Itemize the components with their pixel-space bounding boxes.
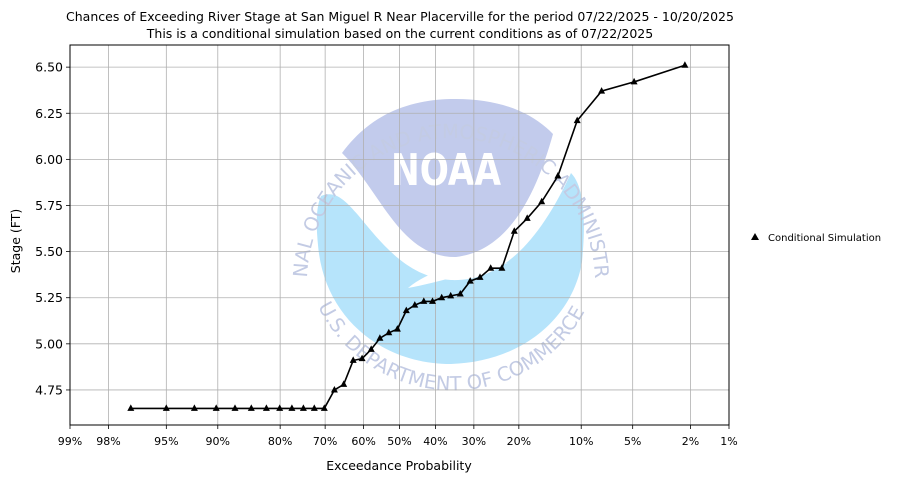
y-axis-label: Stage (FT) — [8, 209, 23, 273]
data-point-marker — [681, 61, 689, 68]
x-tick-label: 30% — [462, 435, 486, 448]
x-tick-label: 10% — [569, 435, 593, 448]
data-point-marker — [340, 380, 348, 387]
data-point-marker — [385, 328, 393, 336]
data-point-marker — [402, 306, 410, 314]
y-tick-label: 4.75 — [35, 382, 63, 397]
x-tick-label: 99% — [58, 435, 82, 448]
y-tick-label: 6.00 — [35, 152, 63, 167]
y-axis-ticks: 4.75 5.00 5.25 5.50 5.75 6.00 6.25 6.50 — [35, 60, 70, 397]
noaa-logo-text: NOAA — [391, 145, 501, 196]
data-point-marker — [523, 214, 531, 221]
data-point-marker — [538, 197, 546, 205]
data-point-marker — [630, 77, 638, 85]
data-point-marker — [476, 273, 484, 280]
x-axis-ticks: 99% 98% 95% 90% 80% 70% 60% 50% 40% 30% 20% 10% 5% 2%… — [58, 425, 738, 448]
noaa-ring-text-top: NATIONAL OCEANIC AND ATMOSPHERIC ADMINIS… — [0, 0, 613, 278]
x-tick-label: 90% — [206, 435, 230, 448]
data-point-marker — [190, 404, 198, 411]
data-point-marker — [466, 277, 474, 284]
noaa-logo-watermark: NOAA NATIONAL OCEANIC AND ATMOSPHERIC AD… — [0, 0, 613, 396]
y-tick-label: 5.00 — [35, 336, 63, 351]
data-point-marker — [487, 264, 495, 271]
data-point-marker — [288, 404, 296, 411]
x-tick-label: 2% — [682, 435, 699, 448]
data-point-marker — [320, 404, 328, 411]
data-point-marker — [598, 87, 606, 94]
x-tick-label: 1% — [720, 435, 737, 448]
y-tick-label: 6.50 — [35, 60, 63, 75]
noaa-wave-shape — [316, 173, 584, 364]
data-point-marker — [393, 325, 401, 332]
chart-title: Chances of Exceeding River Stage at San … — [66, 9, 734, 24]
x-tick-label: 98% — [96, 435, 120, 448]
data-point-marker — [554, 172, 562, 179]
data-point-marker — [358, 354, 366, 362]
data-point-marker — [310, 404, 318, 411]
legend-marker-triangle — [751, 233, 759, 240]
legend: Conditional Simulation — [751, 233, 881, 244]
x-tick-label: 70% — [313, 435, 337, 448]
data-point-marker — [447, 291, 455, 299]
x-tick-label: 5% — [624, 435, 641, 448]
data-point-marker — [127, 404, 135, 411]
data-point-marker — [367, 345, 375, 352]
data-point-marker — [429, 297, 436, 304]
data-point-marker — [212, 404, 220, 411]
data-point-marker — [376, 334, 384, 341]
y-tick-label: 5.25 — [35, 290, 63, 305]
noaa-bird-shape — [342, 98, 553, 258]
series-markers — [127, 61, 689, 411]
legend-label: Conditional Simulation — [768, 233, 881, 244]
grid — [69, 45, 730, 425]
x-axis-label: Exceedance Probability — [326, 458, 472, 473]
data-point-marker — [162, 404, 170, 411]
data-point-marker — [262, 404, 270, 411]
x-tick-label: 40% — [423, 435, 447, 448]
data-point-marker — [456, 290, 464, 297]
data-point-marker — [420, 297, 428, 304]
y-tick-label: 5.50 — [35, 244, 63, 259]
data-point-marker — [330, 386, 338, 393]
x-tick-label: 20% — [507, 435, 531, 448]
data-point-marker — [498, 264, 506, 271]
data-point-marker — [247, 404, 255, 411]
x-tick-label: 60% — [351, 435, 375, 448]
y-tick-label: 6.25 — [35, 106, 63, 121]
x-tick-label: 95% — [154, 435, 178, 448]
chart-subtitle: This is a conditional simulation based o… — [146, 26, 653, 41]
data-point-marker — [510, 227, 518, 234]
data-point-marker — [276, 404, 284, 411]
data-point-marker — [438, 293, 446, 301]
data-point-marker — [231, 404, 239, 411]
x-tick-label: 50% — [387, 435, 411, 448]
data-point-marker — [349, 356, 357, 363]
y-tick-label: 5.75 — [35, 198, 63, 213]
data-point-marker — [411, 301, 419, 308]
data-point-marker — [299, 404, 307, 411]
noaa-swoosh-shape — [408, 262, 508, 288]
x-tick-label: 80% — [268, 435, 292, 448]
data-point-marker — [573, 116, 581, 124]
